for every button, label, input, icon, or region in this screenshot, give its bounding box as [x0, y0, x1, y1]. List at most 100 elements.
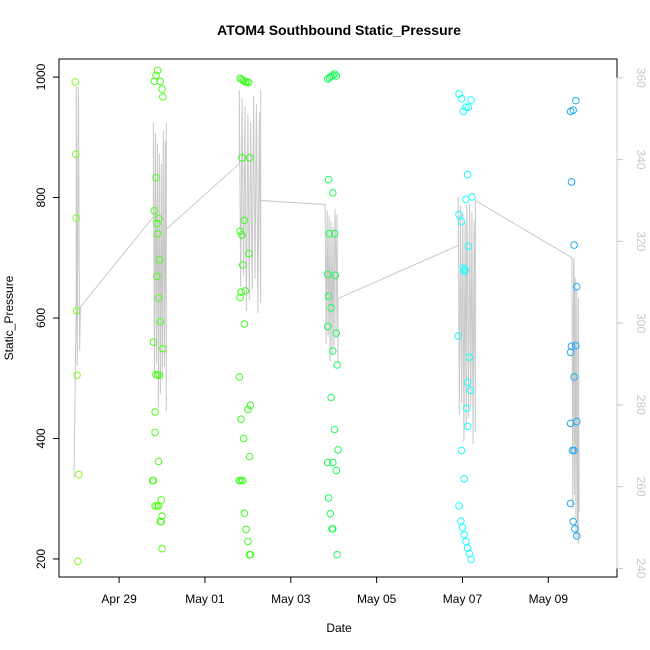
data-point	[153, 219, 161, 228]
right-tick-label: 240	[634, 558, 648, 578]
data-point	[570, 446, 578, 455]
data-point	[333, 550, 341, 559]
y-axis: 200 400 600 800 1000	[34, 63, 60, 569]
data-point	[329, 458, 337, 467]
data-point	[159, 93, 167, 101]
data-point	[74, 557, 82, 566]
data-point	[156, 77, 165, 86]
data-point	[462, 537, 470, 546]
data-point	[238, 261, 247, 269]
data-point	[238, 231, 246, 239]
data-point	[467, 555, 475, 564]
x-tick-label: May 07	[443, 592, 483, 606]
data-point	[238, 154, 246, 162]
data-point	[569, 517, 578, 526]
data-point	[153, 229, 162, 238]
data-point	[331, 271, 340, 280]
data-point	[154, 294, 163, 302]
data-point	[72, 214, 80, 222]
data-point	[324, 292, 333, 301]
pressure-line-layer	[73, 85, 580, 544]
data-point	[459, 264, 468, 272]
data-point	[236, 293, 244, 302]
data-point	[237, 415, 245, 424]
data-point	[463, 544, 472, 552]
data-point	[465, 353, 474, 362]
data-point	[323, 458, 332, 467]
data-point	[330, 425, 339, 434]
data-point	[239, 434, 248, 443]
series-5	[454, 90, 476, 564]
y-tick-label: 600	[34, 308, 48, 328]
series-2	[148, 66, 167, 553]
series-3	[235, 74, 255, 559]
data-point	[149, 338, 158, 346]
series-6	[566, 96, 581, 540]
data-point	[332, 466, 341, 475]
series-1	[71, 78, 83, 566]
data-point	[153, 66, 162, 75]
data-point	[457, 217, 466, 226]
right-y-axis: 240 260 280 300 320 340 360	[616, 68, 648, 579]
data-point	[466, 386, 475, 395]
data-point	[455, 210, 463, 219]
data-point	[244, 78, 253, 87]
data-point	[235, 373, 244, 381]
data-point	[326, 510, 335, 518]
data-point	[464, 242, 473, 251]
x-tick-label: May 01	[185, 592, 225, 606]
data-point	[237, 288, 245, 296]
x-tick-label: May 09	[529, 592, 569, 606]
data-point	[569, 106, 578, 114]
data-point	[459, 107, 468, 116]
data-point	[71, 150, 80, 158]
right-tick-label: 340	[634, 150, 648, 170]
pressure-line	[73, 85, 580, 544]
data-point	[152, 173, 160, 182]
data-point	[334, 446, 342, 454]
data-point	[570, 241, 578, 249]
data-point	[240, 216, 249, 225]
data-point	[154, 502, 163, 510]
data-point	[159, 344, 167, 353]
right-tick-label: 260	[634, 477, 648, 497]
data-point	[457, 446, 466, 455]
data-point	[572, 341, 580, 350]
data-point	[245, 154, 254, 162]
data-points-layer	[71, 66, 581, 566]
data-point	[238, 476, 247, 485]
y-axis-label: Static_Pressure	[2, 275, 16, 360]
data-point	[463, 422, 472, 431]
right-tick-label: 320	[634, 231, 648, 251]
series-4	[323, 70, 342, 559]
data-point	[329, 347, 337, 355]
data-point	[155, 255, 164, 264]
data-point	[239, 76, 248, 85]
data-point	[330, 70, 339, 78]
data-point	[460, 475, 469, 483]
data-point	[244, 405, 252, 414]
y-tick-label: 400	[34, 428, 48, 448]
data-point	[457, 95, 466, 103]
data-point	[156, 317, 165, 326]
data-point	[327, 304, 335, 312]
x-tick-label: May 03	[271, 592, 311, 606]
data-point	[566, 419, 575, 428]
data-point	[332, 329, 341, 337]
data-point	[242, 525, 250, 534]
data-point	[153, 272, 161, 281]
data-point	[240, 320, 249, 328]
data-point	[462, 103, 470, 111]
data-point	[324, 494, 333, 502]
data-point	[329, 71, 337, 80]
data-point	[154, 214, 163, 223]
data-point	[572, 532, 581, 540]
data-point	[332, 72, 341, 80]
data-point	[155, 371, 164, 380]
data-point	[71, 78, 80, 86]
data-point	[571, 525, 579, 533]
data-point	[151, 408, 159, 416]
data-point	[325, 229, 334, 238]
data-point	[463, 170, 472, 179]
